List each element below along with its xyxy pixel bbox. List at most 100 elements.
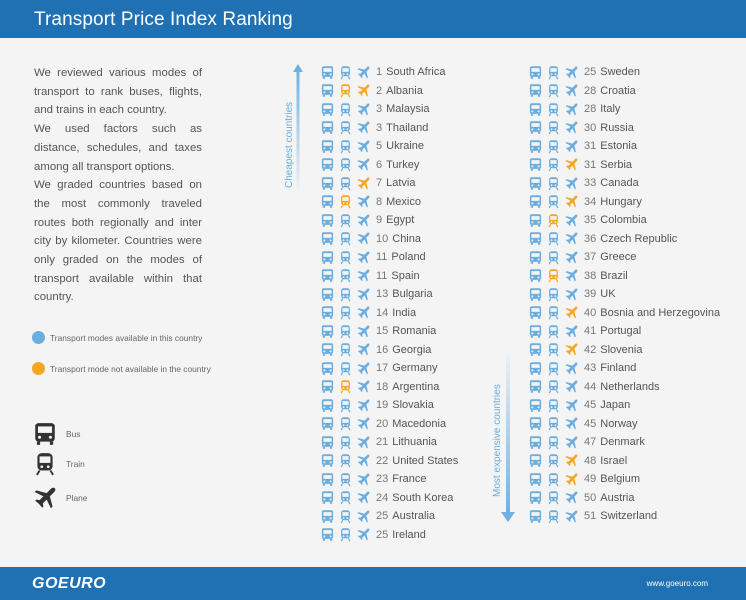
train-icon: [548, 343, 559, 357]
ranking-row: 40 Bosnia and Herzegovina: [528, 304, 720, 323]
country-name: Hungary: [600, 195, 642, 208]
bus-icon: [529, 232, 542, 245]
country-name: Australia: [392, 510, 436, 523]
train-icon: [340, 103, 351, 117]
ranking-row: 43 Finland: [528, 359, 720, 378]
rank-number: 7: [376, 177, 383, 190]
rank-number: 2: [376, 84, 383, 97]
rank-number: 40: [584, 306, 597, 319]
ranking-row: 11 Poland: [320, 248, 458, 267]
bus-icon: [529, 380, 542, 393]
legend-available: Transport modes available in this countr…: [32, 331, 202, 344]
ranking-row: 25 Sweden: [528, 63, 720, 82]
plane-icon: [357, 158, 370, 171]
cheapest-arrow-icon: [293, 64, 303, 190]
orange-dot-icon: [32, 362, 45, 375]
plane-icon: [357, 362, 370, 375]
ranking-row: 49 Belgium: [528, 470, 720, 489]
plane-icon: [357, 436, 370, 449]
plane-icon: [565, 417, 578, 430]
ranking-row: 18 Argentina: [320, 378, 458, 397]
intro-paragraph: We used factors such as distance, schedu…: [34, 123, 202, 173]
bus-icon: [529, 140, 542, 153]
bus-icon: [529, 121, 542, 134]
goeuro-logo: GOEURO: [32, 575, 107, 592]
ranking-row: 28 Croatia: [528, 82, 720, 101]
legend-unavailable: Transport mode not available in the coun…: [32, 362, 211, 375]
plane-icon: [357, 251, 370, 264]
bus-icon: [321, 84, 334, 97]
plane-icon: [565, 269, 578, 282]
bus-icon: [529, 195, 542, 208]
rank-number: 38: [584, 269, 597, 282]
ranking-row: 51 Switzerland: [528, 507, 720, 526]
blue-dot-icon: [32, 331, 45, 344]
train-icon: [548, 158, 559, 172]
plane-icon: [357, 380, 370, 393]
country-name: Lithuania: [392, 436, 437, 449]
train-icon: [548, 232, 559, 246]
plane-icon: [357, 454, 370, 467]
bus-icon: [321, 177, 334, 190]
bus-icon: [321, 380, 334, 393]
train-icon: [340, 473, 351, 487]
bus-icon: [321, 306, 334, 319]
bus-icon: [321, 417, 334, 430]
bus-icon: [529, 251, 542, 264]
plane-icon: [565, 491, 578, 504]
plane-icon: [565, 232, 578, 245]
footer-url[interactable]: www.goeuro.com: [646, 579, 708, 588]
rank-number: 36: [584, 232, 597, 245]
plane-icon: [565, 454, 578, 467]
plane-icon: [357, 325, 370, 338]
train-icon: [548, 436, 559, 450]
plane-icon: [565, 380, 578, 393]
plane-icon: [565, 195, 578, 208]
bus-icon: [321, 288, 334, 301]
bus-icon: [321, 510, 334, 523]
country-name: Czech Republic: [600, 232, 678, 245]
bus-icon: [529, 325, 542, 338]
ranking-row: 3 Thailand: [320, 119, 458, 138]
rank-number: 50: [584, 491, 597, 504]
bus-icon: [529, 362, 542, 375]
plane-icon: [357, 232, 370, 245]
train-icon: [340, 214, 351, 228]
plane-icon: [565, 103, 578, 116]
ranking-row: 48 Israel: [528, 452, 720, 471]
rank-number: 35: [584, 214, 597, 227]
plane-icon: [357, 195, 370, 208]
rank-number: 34: [584, 195, 597, 208]
bus-icon: [321, 528, 334, 541]
rank-number: 18: [376, 380, 389, 393]
bus-icon: [529, 177, 542, 190]
plane-icon: [565, 510, 578, 523]
country-name: Belgium: [600, 473, 640, 486]
train-icon: [548, 325, 559, 339]
rank-number: 17: [376, 362, 389, 375]
bus-icon: [529, 454, 542, 467]
rank-number: 11: [376, 269, 388, 282]
train-icon: [340, 325, 351, 339]
rank-number: 48: [584, 454, 597, 467]
plane-icon: [357, 269, 370, 282]
plane-icon: [565, 473, 578, 486]
bus-icon: [321, 232, 334, 245]
country-name: Canada: [600, 177, 639, 190]
bus-icon: [321, 436, 334, 449]
country-name: Slovenia: [600, 343, 643, 356]
train-icon: [548, 417, 559, 431]
train-icon: [340, 454, 351, 468]
rank-number: 45: [584, 417, 597, 430]
train-icon: [548, 362, 559, 376]
ranking-row: 44 Netherlands: [528, 378, 720, 397]
intro-text: We reviewed various modes of transport t…: [34, 64, 202, 307]
country-name: Serbia: [600, 158, 633, 171]
rank-number: 16: [376, 343, 389, 356]
ranking-row: 31 Estonia: [528, 137, 720, 156]
train-icon: [340, 528, 351, 542]
rank-number: 9: [376, 214, 383, 227]
country-name: Germany: [392, 362, 438, 375]
country-name: Croatia: [600, 84, 636, 97]
country-name: Latvia: [386, 177, 416, 190]
